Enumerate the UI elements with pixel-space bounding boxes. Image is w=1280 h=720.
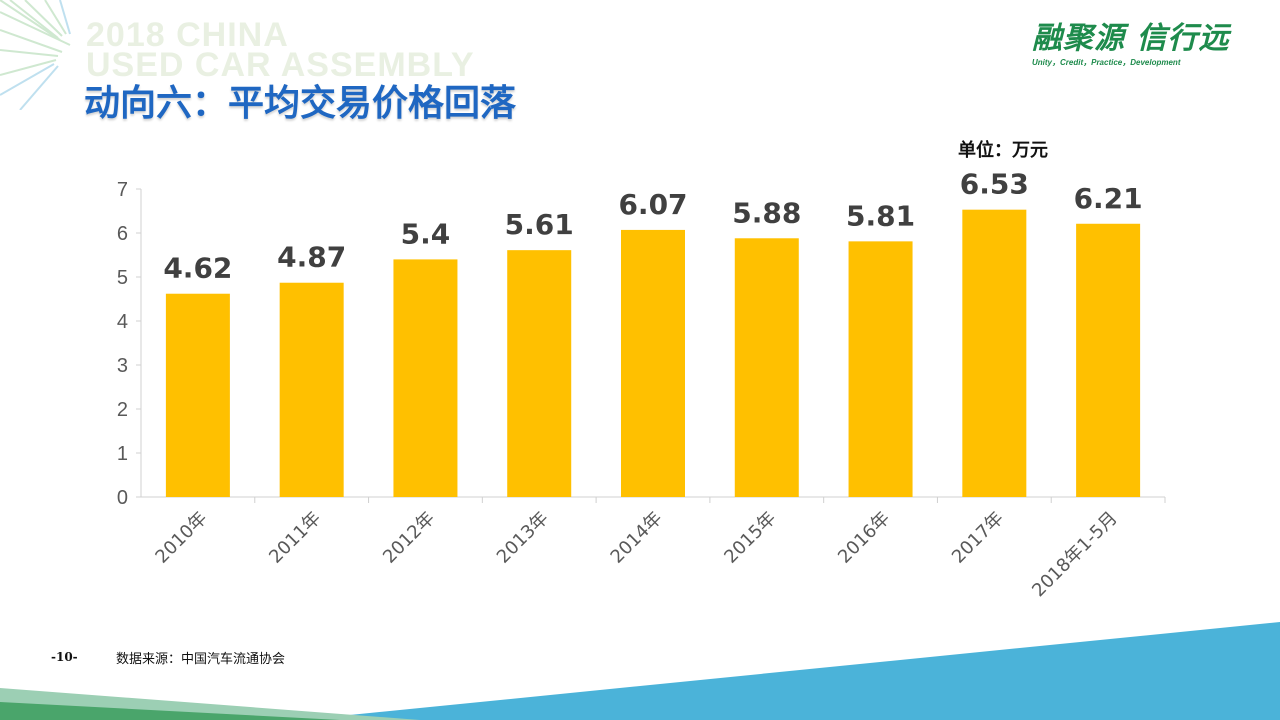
y-tick-label: 7 — [117, 179, 128, 201]
x-tick-label: 2013年 — [493, 508, 553, 568]
x-tick-label: 2016年 — [834, 508, 894, 568]
data-label: 5.81 — [846, 199, 915, 232]
x-tick-label: 2012年 — [379, 508, 439, 568]
x-tick-label: 2015年 — [720, 508, 780, 568]
data-label: 5.4 — [401, 217, 451, 250]
bar — [393, 259, 458, 497]
y-tick-label: 3 — [117, 355, 128, 377]
data-label: 6.21 — [1074, 182, 1143, 215]
data-label: 6.07 — [618, 188, 687, 221]
data-label: 5.61 — [505, 208, 574, 241]
watermark-text: 2018 CHINA USED CAR ASSEMBLY — [86, 16, 475, 84]
x-tick-label: 2011年 — [265, 508, 325, 568]
bar — [621, 229, 685, 498]
y-tick-label: 0 — [117, 487, 128, 509]
y-tick-label: 2 — [117, 399, 128, 421]
x-tick-label: 2014年 — [607, 508, 667, 568]
watermark-line-1: 2018 CHINA — [86, 16, 289, 54]
watermark-line-2: USED CAR ASSEMBLY — [86, 46, 475, 84]
y-tick-label: 1 — [117, 443, 128, 465]
logo-slogan-en: Unity，Credit，Practice，Development — [1032, 58, 1181, 67]
decorative-burst — [0, 0, 71, 110]
bottom-wave-decoration — [0, 622, 1280, 720]
data-label: 5.88 — [732, 196, 801, 229]
y-tick-label: 5 — [117, 267, 128, 289]
bar — [962, 209, 1027, 497]
y-tick-label: 6 — [117, 223, 128, 245]
data-label: 4.62 — [163, 252, 232, 285]
y-tick-label: 4 — [117, 311, 128, 333]
bar — [848, 241, 913, 497]
x-tick-label: 2010年 — [151, 508, 211, 568]
bar — [1076, 223, 1141, 497]
bar — [507, 250, 572, 497]
x-tick-label: 2017年 — [948, 508, 1008, 568]
logo-slogan-cn: 融聚源 信行远 — [1032, 21, 1230, 56]
logo: 融聚源 信行远 Unity，Credit，Practice，Developmen… — [1032, 22, 1242, 68]
data-label: 6.53 — [960, 168, 1029, 201]
data-source: 数据来源：中国汽车流通协会 — [116, 652, 286, 667]
bar — [165, 293, 230, 497]
page-title: 动向六：平均交易价格回落 — [84, 83, 517, 124]
data-label: 4.87 — [277, 241, 346, 274]
bar — [734, 238, 799, 497]
page-number: -10- — [51, 650, 78, 664]
unit-label: 单位：万元 — [958, 140, 1048, 161]
x-tick-label: 2018年1-5月 — [1028, 508, 1121, 601]
bar — [279, 282, 344, 497]
